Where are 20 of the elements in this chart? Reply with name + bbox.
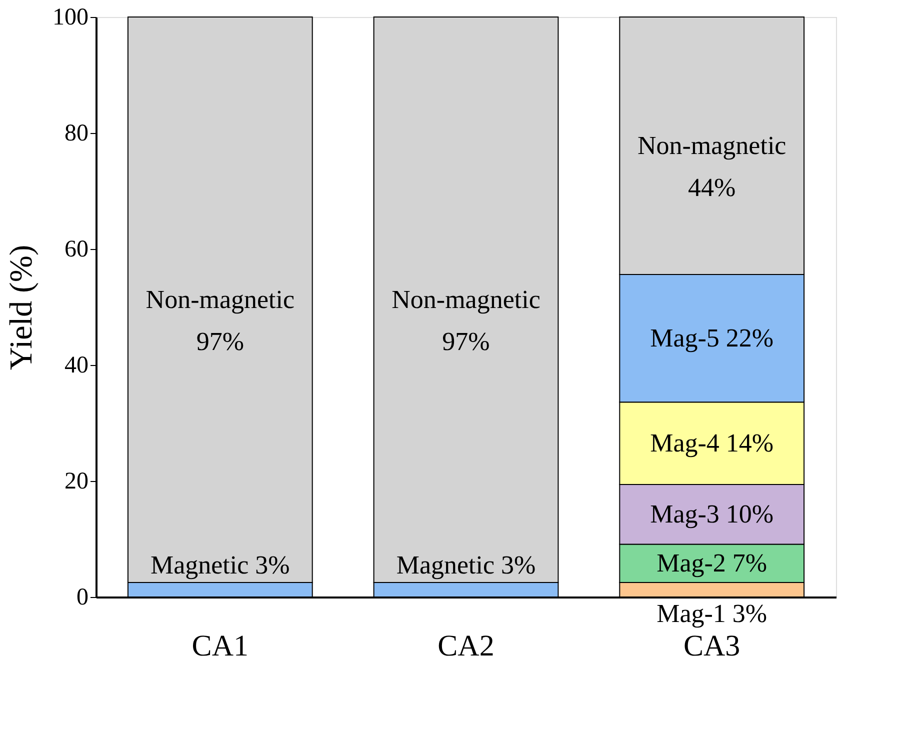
data-label: Mag-2 7% [656, 548, 768, 578]
y-axis-title: Yield (%) [2, 244, 38, 370]
x-tick-label: CA2 [438, 630, 494, 662]
data-label: Magnetic 3% [150, 550, 290, 580]
y-tick-label: 60 [64, 236, 88, 262]
y-tick-label: 20 [64, 468, 88, 494]
y-tick-label: 0 [76, 584, 88, 610]
data-label: Magnetic 3% [396, 550, 536, 580]
data-label: Non-magnetic 97% [146, 284, 295, 356]
data-label: Mag-3 10% [650, 499, 774, 528]
y-tick-label: 40 [64, 352, 88, 378]
x-tick-label: CA3 [684, 630, 740, 662]
y-tick-label: 80 [64, 120, 88, 146]
data-label: Non-magnetic 44% [637, 130, 786, 202]
data-label: Mag-4 14% [650, 428, 774, 458]
y-tick-label: 100 [52, 4, 88, 30]
data-label: Mag-5 22% [650, 323, 774, 352]
data-label: Non-magnetic 97% [392, 284, 540, 356]
x-tick-label: CA1 [192, 630, 248, 662]
data-label: Mag-1 3% [656, 599, 768, 628]
